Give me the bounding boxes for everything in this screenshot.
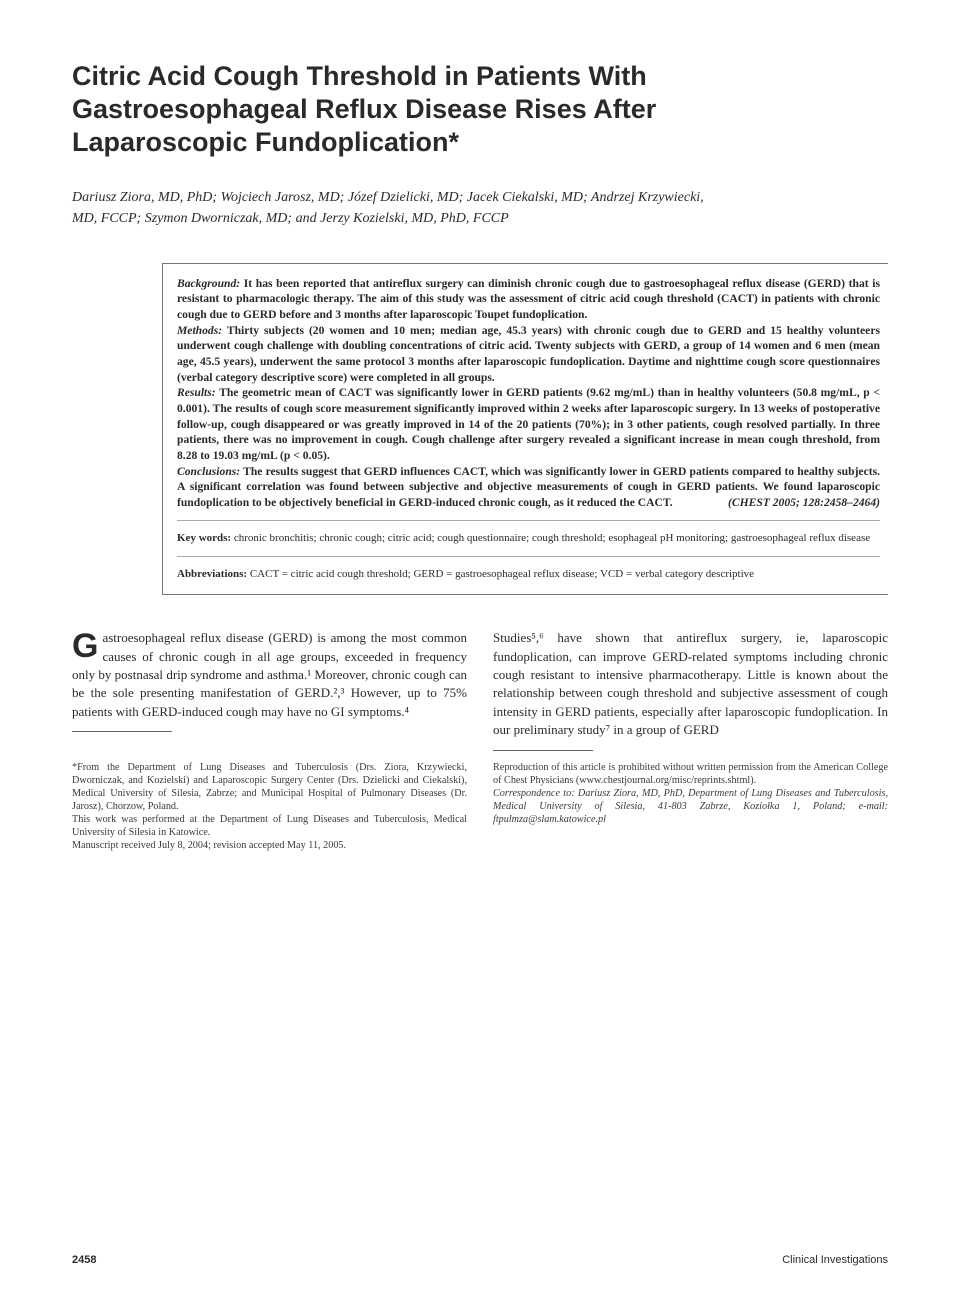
keywords-text: chronic bronchitis; chronic cough; citri…	[234, 532, 870, 544]
intro-text-1: astroesophageal reflux disease (GERD) is…	[72, 630, 467, 719]
footnote-rule-right	[493, 750, 593, 751]
methods-label: Methods:	[177, 324, 222, 337]
keywords-label: Key words:	[177, 532, 231, 544]
footnote-left: *From the Department of Lung Diseases an…	[72, 761, 467, 852]
body-columns: Gastroesophageal reflux disease (GERD) i…	[72, 629, 888, 755]
abstract-background: Background: It has been reported that an…	[177, 276, 880, 323]
body-col-right: Studies⁵,⁶ have shown that antireflux su…	[493, 629, 888, 755]
conclusions-label: Conclusions:	[177, 465, 240, 478]
body-col-left: Gastroesophageal reflux disease (GERD) i…	[72, 629, 467, 755]
abbreviations-label: Abbreviations:	[177, 568, 247, 580]
background-text: It has been reported that antireflux sur…	[177, 277, 880, 321]
footnote-right: Reproduction of this article is prohibit…	[493, 761, 888, 852]
abstract-divider-1	[177, 520, 880, 521]
results-text: The geometric mean of CACT was significa…	[177, 386, 880, 462]
abstract-results: Results: The geometric mean of CACT was …	[177, 385, 880, 463]
results-label: Results:	[177, 386, 216, 399]
abstract-citation: (CHEST 2005; 128:2458–2464)	[728, 495, 880, 511]
abstract-conclusions: Conclusions: The results suggest that GE…	[177, 464, 880, 511]
footer-section-label: Clinical Investigations	[782, 1254, 888, 1266]
page-footer: 2458 Clinical Investigations	[72, 1254, 888, 1266]
author-list: Dariusz Ziora, MD, PhD; Wojciech Jarosz,…	[72, 187, 712, 229]
footnote-rule	[72, 731, 172, 732]
footnotes-row: *From the Department of Lung Diseases an…	[72, 761, 888, 852]
page-number: 2458	[72, 1254, 96, 1266]
intro-para-2: Studies⁵,⁶ have shown that antireflux su…	[493, 629, 888, 740]
abstract-box: Background: It has been reported that an…	[162, 263, 888, 595]
dropcap: G	[72, 629, 102, 662]
abstract-methods: Methods: Thirty subjects (20 women and 1…	[177, 323, 880, 386]
keywords-line: Key words: chronic bronchitis; chronic c…	[177, 531, 880, 546]
abbreviations-line: Abbreviations: CACT = citric acid cough …	[177, 567, 880, 582]
intro-para-1: Gastroesophageal reflux disease (GERD) i…	[72, 629, 467, 721]
methods-text: Thirty subjects (20 women and 10 men; me…	[177, 324, 880, 384]
abbreviations-text: CACT = citric acid cough threshold; GERD…	[250, 568, 754, 580]
abstract-divider-2	[177, 556, 880, 557]
article-title: Citric Acid Cough Threshold in Patients …	[72, 60, 692, 159]
background-label: Background:	[177, 277, 240, 290]
